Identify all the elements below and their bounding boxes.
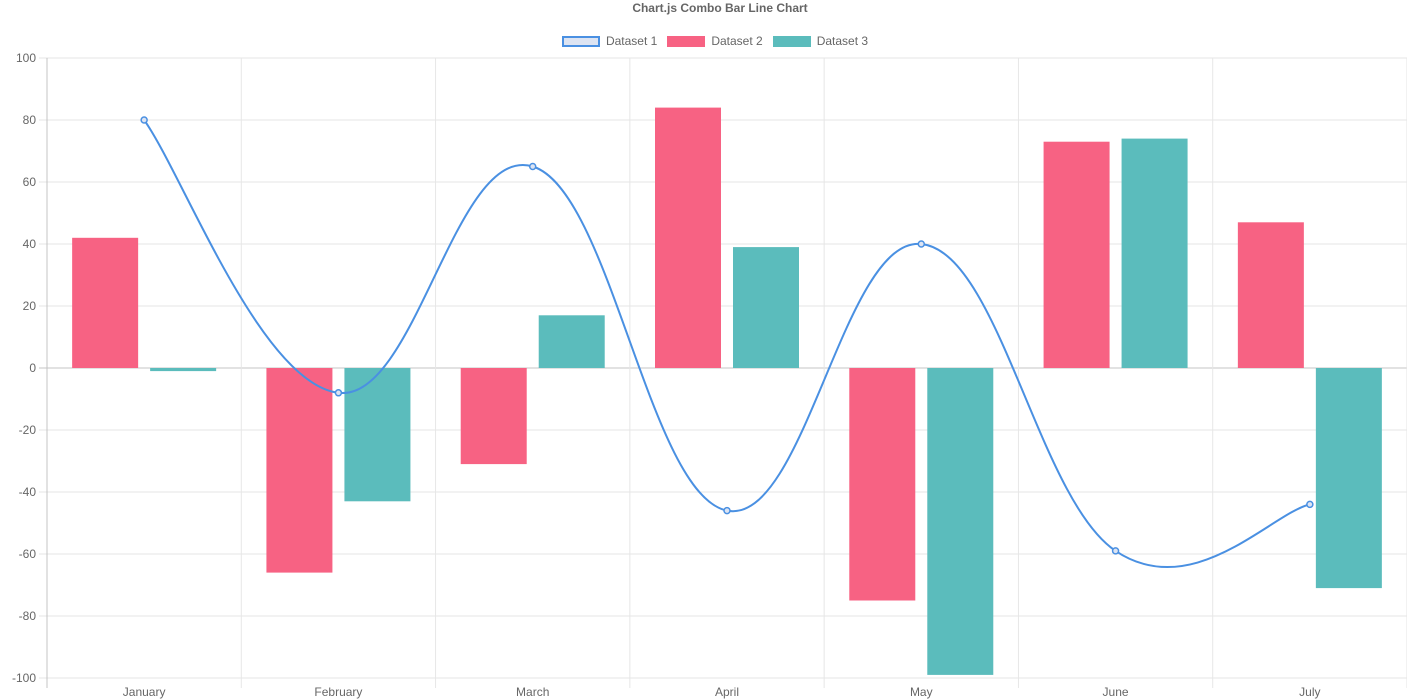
point-dataset-1 <box>1111 547 1120 555</box>
bar-dataset-2 <box>1043 141 1110 368</box>
x-tick-label: March <box>516 685 549 699</box>
y-tick-label: -60 <box>19 547 37 561</box>
legend-label-dataset-1: Dataset 1 <box>605 34 658 48</box>
bar-dataset-2 <box>1237 222 1304 368</box>
x-tick-label: May <box>910 685 933 699</box>
legend-swatch-dataset-3 <box>772 35 811 47</box>
point-dataset-1 <box>528 162 537 171</box>
x-tick-label: February <box>314 685 362 699</box>
point-dataset-1 <box>140 116 148 124</box>
x-tick-label: June <box>1103 685 1129 699</box>
bar-dataset-2 <box>266 368 333 573</box>
chart-title: Chart.js Combo Bar Line Chart <box>632 1 808 15</box>
y-tick-label: 0 <box>29 361 36 375</box>
point-dataset-1 <box>723 506 731 515</box>
legend-item-dataset-2[interactable]: Dataset 2 <box>667 34 763 48</box>
point-dataset-1 <box>1306 500 1314 509</box>
y-tick-label: 20 <box>23 299 37 313</box>
y-tick-label: -40 <box>19 485 37 499</box>
bar-dataset-3 <box>927 368 994 675</box>
bars <box>72 107 1382 675</box>
bar-dataset-3 <box>733 247 799 368</box>
bar-dataset-3 <box>150 368 217 372</box>
bar-dataset-2 <box>849 368 916 601</box>
y-tick-label: -20 <box>19 423 37 437</box>
axes: 100 80 60 40 20 0 -20 -40 -60 -80 -100 January Febru… <box>12 51 1321 699</box>
bar-dataset-2 <box>460 368 527 465</box>
x-tick-label: July <box>1299 685 1320 699</box>
y-tick-label: 40 <box>23 237 37 251</box>
grid <box>39 57 1407 688</box>
line-series <box>140 116 1314 568</box>
x-tick-label: January <box>123 685 166 699</box>
legend: Dataset 1 Dataset 2 Dataset 3 <box>0 34 1407 48</box>
bar-dataset-2 <box>72 237 139 368</box>
y-tick-label: 60 <box>23 175 37 189</box>
y-tick-label: -100 <box>12 671 36 685</box>
bar-dataset-2 <box>655 107 721 368</box>
point-dataset-1 <box>334 389 343 397</box>
bar-dataset-3 <box>1315 368 1382 589</box>
point-dataset-1 <box>917 240 926 248</box>
bar-dataset-3 <box>344 368 411 502</box>
legend-swatch-dataset-1 <box>561 35 600 47</box>
legend-swatch-dataset-2 <box>667 35 706 47</box>
legend-item-dataset-1[interactable]: Dataset 1 <box>561 34 658 48</box>
bar-dataset-3 <box>538 315 605 368</box>
bar-dataset-3 <box>1121 138 1188 368</box>
y-tick-label: 100 <box>16 51 36 65</box>
y-tick-label: 80 <box>23 113 37 127</box>
legend-item-dataset-3[interactable]: Dataset 3 <box>772 34 869 48</box>
y-tick-label: -80 <box>19 609 37 623</box>
legend-label-dataset-3: Dataset 3 <box>816 34 869 48</box>
legend-label-dataset-2: Dataset 2 <box>711 34 763 48</box>
x-tick-label: April <box>715 685 739 699</box>
